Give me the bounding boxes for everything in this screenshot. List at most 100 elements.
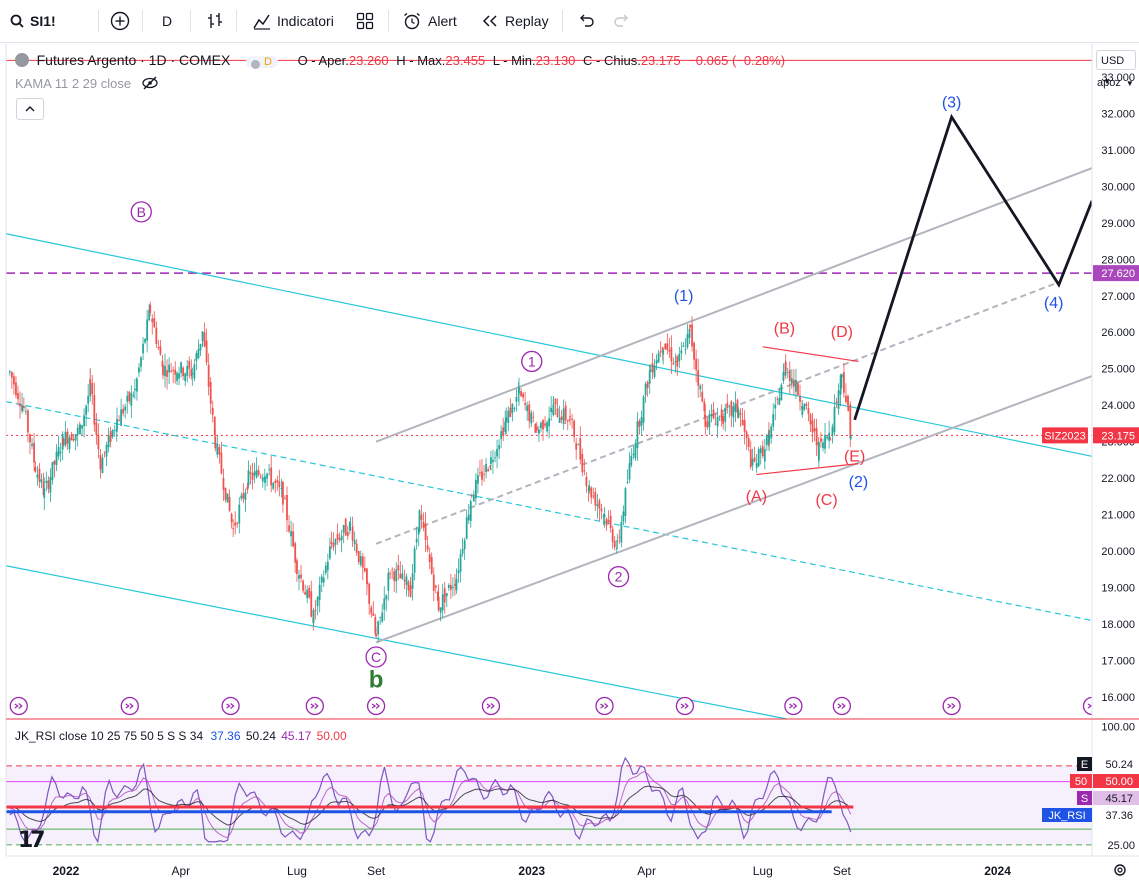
session-badge-label: D [263,56,272,68]
candle-body [839,375,842,395]
candle-body [765,435,768,445]
candle-body [778,398,781,405]
candle-body [517,394,520,395]
wave-label-10: (B) [774,321,795,338]
candle-body [144,339,146,343]
candle-body [368,583,371,604]
indicators-icon [253,14,270,30]
candle-body [109,431,112,442]
collapse-legend-button[interactable] [16,98,44,120]
candle-body [472,494,475,502]
candle-body [755,463,758,468]
candle-body [257,470,260,475]
price-axis[interactable]: 16.000 17.000 18.000 19.000 20.000 21.000 22.0… [1042,44,1139,886]
candle-body [648,370,651,384]
candle-body [45,481,48,483]
candle-body [251,473,254,480]
candle-body [330,541,333,544]
rsi-series-tag-bg-0 [1077,757,1092,771]
candle-body [111,430,114,437]
candle-body [689,324,691,328]
legend-change: −0.065 (−0.28%) [688,53,786,68]
candle-body [17,393,19,400]
candle-body [326,561,329,571]
candle-body [558,417,561,423]
candle-body [835,401,838,403]
candle-body [68,437,71,450]
rsi-series-tag-bg-3 [1042,808,1092,822]
chart-type-button[interactable] [206,0,224,42]
candle-body [704,414,707,427]
replay-button[interactable]: Replay [480,0,549,42]
wave-label-13: (E) [844,448,865,465]
axis-settings-button[interactable] [1112,862,1128,883]
trend-line-7 [756,462,859,476]
currency-label: USD [1101,55,1125,67]
candle-body [602,515,605,517]
candle-body [314,609,317,611]
candle-body [174,369,177,375]
candles [8,301,852,643]
wave-label-12: (D) [831,324,853,341]
candle-body [15,382,17,396]
session-badge[interactable]: D [245,56,278,69]
candle-body [184,373,187,381]
rsi-series-tag-0: E [1081,759,1088,771]
price-tick-4: 20.000 [1101,546,1135,558]
candle-body [743,419,746,432]
event-marker-arrow [371,703,377,709]
candle-body [312,609,315,624]
candle-body [53,460,56,465]
rsi-value-2: 50.24 [245,729,276,743]
templates-button[interactable] [356,0,374,42]
candle-body [422,521,425,528]
rsi-axis[interactable]: 25.0075.00100.00E50.245050.00S45.17JK_RS… [1042,721,1139,852]
candle-body [751,459,754,466]
alert-button[interactable]: Alert [402,0,457,42]
candle-body [99,463,102,470]
candle-body [538,429,540,434]
legend-low-value: 23.130 [535,53,576,68]
candle-body [818,442,820,461]
candle-body [351,526,354,541]
candle-body [638,420,641,427]
event-marker-arrow [375,703,381,709]
symbol-search-button[interactable]: SI1! [10,0,56,42]
redo-button[interactable] [614,0,632,42]
interval-button[interactable]: D [162,0,172,42]
candle-body [465,517,468,539]
candle-body [443,588,446,603]
candle-body [624,488,627,517]
eye-crossed-icon[interactable] [141,76,159,90]
rsi-series-value-2: 45.17 [1105,793,1133,805]
candle-body [763,449,766,462]
candle-body [651,363,654,373]
compare-button[interactable] [110,0,130,42]
candle-body [298,575,300,579]
scale-mode-selector[interactable]: apoz ▼ [1097,77,1134,89]
candle-body [620,521,623,543]
tradingview-logo-icon[interactable]: 17 [18,828,46,853]
candle-body [542,419,544,430]
candle-body [385,595,388,600]
event-marker-arrow [604,703,609,709]
price-label-bg-1 [1042,427,1088,444]
candle-body [548,418,551,427]
time-axis[interactable]: 2022 Apr Lug Set 2023 Apr Lug Set 2024 [0,855,1139,892]
candle-body [266,473,268,479]
candle-body [97,434,100,450]
candle-body [722,416,725,424]
undo-button[interactable] [576,0,594,42]
indicators-button[interactable]: Indicatori [252,0,334,42]
candle-body [847,406,850,411]
candle-body [562,408,565,425]
candle-body [550,407,553,413]
candle-body [199,343,202,351]
wave-label-5: (1) [674,288,694,305]
rsi-series-tag-2: S [1081,793,1088,805]
candle-body [432,574,435,591]
candle-body [249,472,252,474]
rsi-series-value-0: 50.24 [1105,759,1133,771]
currency-selector[interactable]: USD ▼ [1096,50,1136,86]
